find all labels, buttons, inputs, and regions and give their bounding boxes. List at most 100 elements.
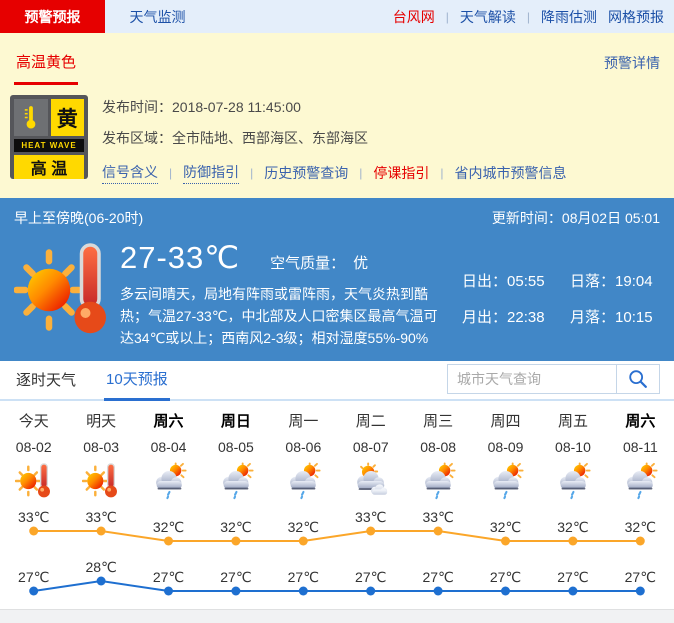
badge-band-label: HEAT WAVE (14, 139, 84, 152)
top-navigation: 预警预报 天气监测 台风网 | 天气解读 | 降雨估测 网格预报 (0, 0, 674, 33)
high-temp-point-2 (96, 526, 106, 536)
ten-day-forecast: 今天 明天 周六 周日 周一 周二 周三 周四 周五 周六 08-02 08-03 08-04 08-0… (0, 401, 674, 609)
search-icon (629, 370, 647, 388)
city-search-group (447, 364, 660, 394)
city-search-input[interactable] (448, 365, 616, 393)
forecast-icon-row (0, 461, 674, 505)
forecast-icon-cell-5 (270, 461, 337, 505)
nav-separator: | (445, 9, 449, 24)
alert-link-5[interactable]: 省内城市预警信息 (454, 165, 567, 181)
alert-link-1[interactable]: 信号含义 (102, 162, 158, 184)
high-temp-label-3: 32℃ (153, 519, 184, 535)
alert-links: 信号含义 | 防御指引 | 历史预警查询 | 停课指引 | 省内城市预警信息 (102, 162, 660, 184)
low-temp-label-7: 27℃ (422, 569, 453, 585)
low-temp-label-8: 27℃ (490, 569, 521, 585)
search-button[interactable] (616, 365, 659, 393)
publish-time-value: 2018-07-28 11:45:00 (172, 99, 301, 115)
forecast-day-5: 周一 (288, 413, 319, 430)
high-temp-label-2: 33℃ (85, 509, 116, 525)
publish-time-line: 发布时间：2018-07-28 11:45:00 (102, 97, 660, 117)
alert-detail-link[interactable]: 预警详情 (604, 55, 660, 71)
heat-wave-badge: 黄 HEAT WAVE 高 温 (10, 95, 88, 179)
alert-link-2[interactable]: 防御指引 (183, 162, 240, 184)
temperature-row: 27-33℃ 空气质量： 优 (120, 240, 450, 276)
high-temp-point-5 (298, 536, 308, 546)
low-temp-label-10: 27℃ (625, 569, 656, 585)
warning-panel: 高温黄色 预警详情 黄 HEAT WAVE 高 温 (0, 33, 674, 198)
low-temp-label-1: 27℃ (18, 569, 49, 585)
high-temp-point-6 (366, 526, 376, 536)
forecast-date-9: 08-10 (555, 439, 591, 455)
high-temp-label-5: 32℃ (288, 519, 319, 535)
nav-link-2[interactable]: 天气解读 (459, 8, 516, 25)
forecast-day-10: 周六 (625, 413, 656, 430)
alert-link-4[interactable]: 停课指引 (373, 165, 430, 181)
forecast-date-4: 08-05 (218, 439, 254, 455)
alert-type-tab[interactable]: 高温黄色 (14, 51, 79, 85)
publish-area-label: 发布区域： (102, 130, 172, 146)
forecast-icon-cell-9 (539, 461, 606, 505)
current-main: 27-33℃ 空气质量： 优 多云间晴天，局地有阵雨或雷阵雨，天气炎热到酷热；气温… (120, 238, 450, 349)
low-temp-label-3: 27℃ (153, 569, 184, 585)
sun-moon-label: 日落： (570, 273, 616, 290)
high-temp-label-7: 33℃ (422, 509, 453, 525)
sun-moon-times: 日出：05:55 日落：19:04 月出：22:38 月落：10:15 (462, 270, 670, 332)
forecast-icon-cell-7 (404, 461, 471, 505)
cloudy-icon (356, 462, 388, 496)
forecast-date-2: 08-03 (83, 439, 120, 455)
low-temp-label-6: 27℃ (355, 569, 386, 585)
high-temp-point-10 (635, 536, 645, 546)
low-temp-point-9 (568, 586, 578, 596)
nav-link-3[interactable]: 降雨估测 (541, 8, 597, 25)
thermometer-icon (14, 99, 48, 136)
cloud-sun-rain-icon (491, 462, 524, 500)
low-temp-point-5 (298, 586, 308, 596)
high-temp-point-9 (568, 536, 578, 546)
low-temp-line-chart: 27℃ 28℃ 27℃ 27℃ 27℃ 27℃ 27℃ 27℃ 27℃ 27℃ (18, 559, 656, 596)
tab-hourly-weather[interactable]: 逐时天气 (16, 372, 77, 389)
sun-moon-value: 19:04 (615, 273, 653, 290)
cloud-sun-rain-icon (222, 462, 254, 500)
current-weather-header: 早上至傍晚(06-20时) 更新时间：08月02日 05:01 (0, 198, 674, 234)
forecast-icon-cell-8 (472, 461, 539, 505)
low-temp-point-4 (231, 586, 241, 596)
low-temp-point-6 (366, 586, 376, 596)
forecast-date-7: 08-08 (420, 439, 457, 455)
tab-ten-day-forecast[interactable]: 10天预报 (104, 358, 170, 401)
cloud-sun-rain-icon (559, 462, 591, 500)
sun-moon-value: 10:15 (615, 309, 653, 326)
high-temp-label-9: 32℃ (557, 519, 588, 535)
low-temp-point-1 (29, 586, 39, 596)
low-temp-label-9: 27℃ (557, 569, 588, 585)
warning-tabbar: 高温黄色 预警详情 (0, 33, 674, 85)
sun-thermometer-icon (14, 462, 51, 499)
badge-name-label: 高 温 (14, 155, 84, 179)
tab-warning-forecast[interactable]: 预警预报 (0, 0, 105, 33)
nav-link-4[interactable]: 网格预报 (608, 8, 664, 25)
tab-weather-monitoring[interactable]: 天气监测 (129, 8, 186, 25)
forecast-icon-cell-4 (202, 461, 269, 505)
nav-link-1[interactable]: 台风网 (392, 8, 435, 25)
forecast-date-1: 08-02 (15, 439, 52, 455)
forecast-icon-cell-3 (135, 461, 202, 505)
forecast-day-row: 今天 明天 周六 周日 周一 周二 周三 周四 周五 周六 (0, 410, 674, 433)
forecast-tabbar: 逐时天气 10天预报 (0, 361, 674, 401)
air-quality-label: 空气质量： (270, 255, 346, 272)
high-temp-line-chart: 33℃ 33℃ 32℃ 32℃ 32℃ 33℃ 33℃ 32℃ 32℃ 32℃ (18, 509, 656, 546)
warning-content: 黄 HEAT WAVE 高 温 发布时间：2018-07-28 11:45:00… (0, 85, 674, 198)
cloud-sun-rain-icon (154, 462, 187, 500)
alert-link-3[interactable]: 历史预警查询 (264, 165, 349, 181)
badge-level-char: 黄 (50, 99, 84, 136)
cloud-sun-rain-icon (289, 462, 321, 500)
alert-link-separator: | (440, 166, 444, 180)
low-temp-point-7 (433, 586, 443, 596)
high-temp-label-1: 33℃ (18, 509, 49, 525)
sun-moon-label: 月落： (570, 309, 616, 326)
forecast-date-6: 08-07 (352, 439, 389, 455)
weather-description: 多云间晴天，局地有阵雨或雷阵雨，天气炎热到酷热；气温27-33℃，中北部及人口密… (120, 286, 438, 346)
sun-moon-label: 日出： (462, 273, 508, 290)
high-temp-point-8 (501, 536, 510, 546)
sun-thermometer-icon (81, 462, 119, 499)
forecast-day-8: 周四 (490, 413, 521, 430)
high-temp-label-8: 32℃ (490, 519, 521, 535)
